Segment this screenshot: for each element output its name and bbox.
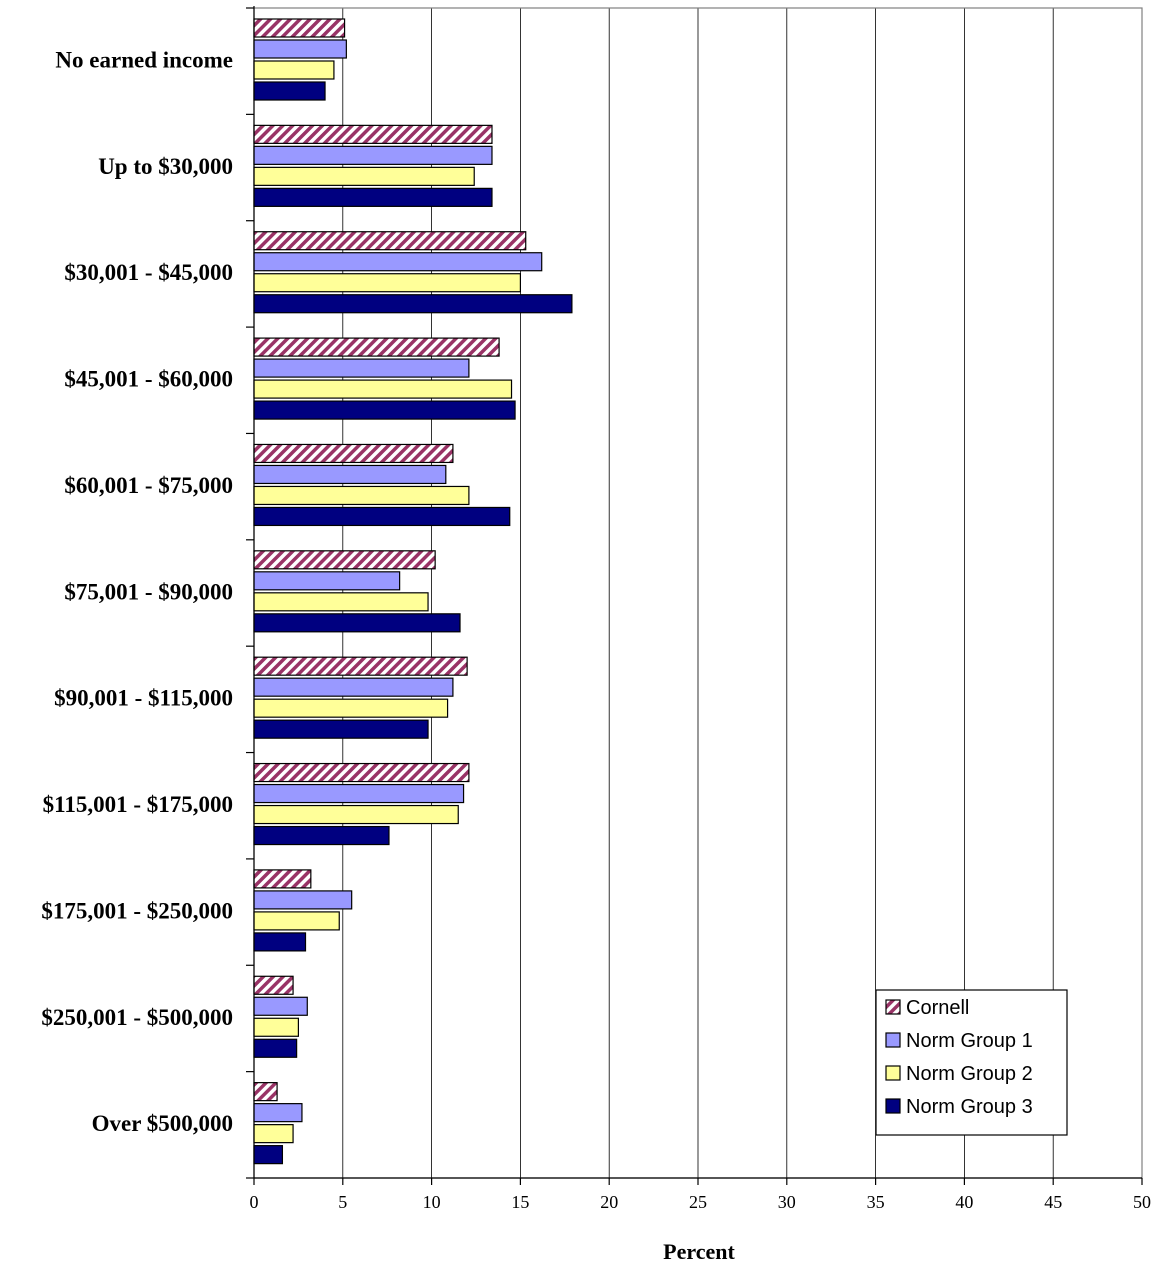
category-label: $175,001 - $250,000 bbox=[41, 898, 233, 923]
bar-norm-group-3-175-001-250-000 bbox=[253, 932, 307, 952]
x-tick-label: 40 bbox=[955, 1192, 973, 1212]
bar-norm-group-2-250-001-500-000 bbox=[253, 1017, 300, 1037]
bar-norm-group-1-175-001-250-000 bbox=[253, 890, 353, 910]
bar-norm-group-2-115-001-175-000 bbox=[253, 804, 459, 825]
legend-label-norm-group-1: Norm Group 1 bbox=[906, 1030, 1033, 1052]
bar-cornell-60-001-75-000 bbox=[253, 443, 454, 464]
legend-box bbox=[875, 989, 1068, 1136]
bar-cornell-no-earned-income bbox=[253, 18, 346, 38]
bar-norm-group-2-up-to-30-000 bbox=[253, 166, 475, 186]
x-axis-title: Percent bbox=[663, 1239, 735, 1264]
category-label: Up to $30,000 bbox=[98, 154, 233, 179]
bar-cornell-175-001-250-000 bbox=[253, 869, 312, 889]
legend-label-cornell: Cornell bbox=[906, 997, 969, 1019]
bar-cornell-30-001-45-000 bbox=[253, 231, 527, 251]
bar-norm-group-1-250-001-500-000 bbox=[253, 996, 308, 1016]
bar-norm-group-3-250-001-500-000 bbox=[253, 1038, 298, 1058]
bar-norm-group-2-60-001-75-000 bbox=[253, 485, 470, 506]
category-label: $75,001 - $90,000 bbox=[64, 579, 233, 604]
category-label: $60,001 - $75,000 bbox=[64, 473, 233, 498]
legend-swatch-norm-group-3 bbox=[885, 1098, 901, 1114]
bar-norm-group-2-90-001-115-000 bbox=[253, 698, 449, 718]
bar-cornell-over-500-000 bbox=[253, 1082, 278, 1102]
category-label: $115,001 - $175,000 bbox=[43, 792, 233, 817]
axes bbox=[246, 6, 1143, 1185]
legend-swatch-norm-group-2 bbox=[885, 1065, 901, 1081]
x-tick-label: 10 bbox=[423, 1192, 441, 1212]
bar-norm-group-3-no-earned-income bbox=[253, 81, 326, 101]
x-tick-label: 20 bbox=[600, 1192, 618, 1212]
x-tick-label: 15 bbox=[511, 1192, 529, 1212]
bar-cornell-45-001-60-000 bbox=[253, 337, 500, 357]
bar-norm-group-1-90-001-115-000 bbox=[253, 677, 454, 697]
legend-label-norm-group-2: Norm Group 2 bbox=[906, 1063, 1033, 1085]
bar-norm-group-1-over-500-000 bbox=[253, 1103, 303, 1123]
bar-cornell-90-001-115-000 bbox=[253, 656, 468, 676]
x-tick-label: 5 bbox=[338, 1192, 347, 1212]
legend: Cornell Norm Group 1 Norm Group 2 Norm Grou… bbox=[875, 989, 1068, 1136]
x-tick-label: 25 bbox=[689, 1192, 707, 1212]
category-label: $90,001 - $115,000 bbox=[54, 686, 233, 711]
x-tick-label: 50 bbox=[1133, 1192, 1151, 1212]
bar-cornell-up-to-30-000 bbox=[253, 124, 493, 144]
legend-swatch-cornell bbox=[885, 999, 901, 1015]
bar-norm-group-2-45-001-60-000 bbox=[253, 379, 513, 399]
category-label: $250,001 - $500,000 bbox=[41, 1005, 233, 1030]
legend-label-norm-group-3: Norm Group 3 bbox=[906, 1096, 1033, 1118]
bar-norm-group-1-no-earned-income bbox=[253, 39, 347, 59]
bar-norm-group-3-45-001-60-000 bbox=[253, 400, 516, 420]
bar-norm-group-2-30-001-45-000 bbox=[253, 273, 521, 293]
x-tick-label: 45 bbox=[1044, 1192, 1062, 1212]
bar-norm-group-3-60-001-75-000 bbox=[253, 506, 511, 527]
bar-norm-group-1-115-001-175-000 bbox=[253, 783, 465, 804]
bar-norm-group-3-up-to-30-000 bbox=[253, 187, 493, 207]
category-label: Over $500,000 bbox=[92, 1111, 233, 1136]
category-label: No earned income bbox=[55, 48, 233, 73]
bar-cornell-250-001-500-000 bbox=[253, 975, 294, 995]
bar-norm-group-3-90-001-115-000 bbox=[253, 719, 429, 739]
bar-norm-group-1-60-001-75-000 bbox=[253, 464, 447, 485]
bars bbox=[253, 18, 573, 1165]
bar-norm-group-1-75-001-90-000 bbox=[253, 571, 401, 591]
bar-norm-group-3-115-001-175-000 bbox=[253, 825, 390, 846]
labels: Percent No earned income Up to $30,000 $30… bbox=[41, 48, 1151, 1265]
bar-norm-group-2-175-001-250-000 bbox=[253, 911, 340, 931]
bar-norm-group-1-30-001-45-000 bbox=[253, 252, 543, 272]
legend-swatch-norm-group-1 bbox=[885, 1032, 901, 1048]
bar-norm-group-1-up-to-30-000 bbox=[253, 145, 493, 165]
x-tick-label: 35 bbox=[867, 1192, 885, 1212]
bar-cornell-75-001-90-000 bbox=[253, 550, 436, 570]
category-label: $30,001 - $45,000 bbox=[64, 260, 233, 285]
bar-norm-group-2-75-001-90-000 bbox=[253, 592, 429, 612]
bar-norm-group-3-30-001-45-000 bbox=[253, 294, 573, 314]
x-tick-label: 0 bbox=[250, 1192, 259, 1212]
bar-norm-group-2-over-500-000 bbox=[253, 1124, 294, 1144]
bar-norm-group-1-45-001-60-000 bbox=[253, 358, 470, 378]
bar-norm-group-2-no-earned-income bbox=[253, 60, 335, 80]
bar-norm-group-3-75-001-90-000 bbox=[253, 613, 461, 633]
bar-norm-group-3-over-500-000 bbox=[253, 1145, 284, 1165]
x-tick-label: 30 bbox=[778, 1192, 796, 1212]
category-label: $45,001 - $60,000 bbox=[64, 367, 233, 392]
bar-cornell-115-001-175-000 bbox=[253, 762, 470, 783]
